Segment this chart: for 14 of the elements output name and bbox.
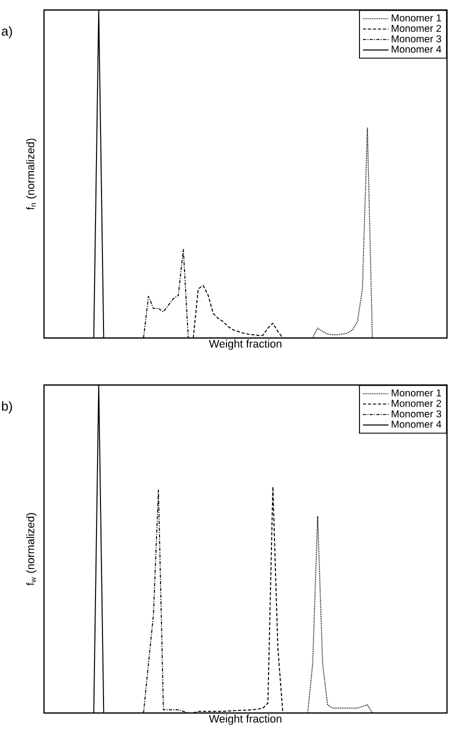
text: a): [2, 26, 12, 38]
legend-label: Monomer 3: [392, 410, 442, 418]
y-axis-title: f$_{n}$ (normalized): [26, 138, 36, 210]
x-axis-title: Weight fraction: [208, 340, 282, 350]
text: b): [2, 401, 12, 414]
legend-label: Monomer 3: [392, 35, 442, 42]
legend-label: Monomer 1: [392, 389, 442, 396]
y-axis-title: f$_{w}$ (normalized): [26, 513, 36, 586]
x-axis-title: Weight fraction: [208, 714, 282, 725]
legend-label: Monomer 2: [392, 400, 442, 407]
legend-label: Monomer 4: [392, 46, 442, 53]
legend-label: Monomer 4: [392, 420, 442, 428]
legend-label: Monomer 2: [392, 24, 442, 32]
legend-label: Monomer 1: [392, 14, 442, 22]
